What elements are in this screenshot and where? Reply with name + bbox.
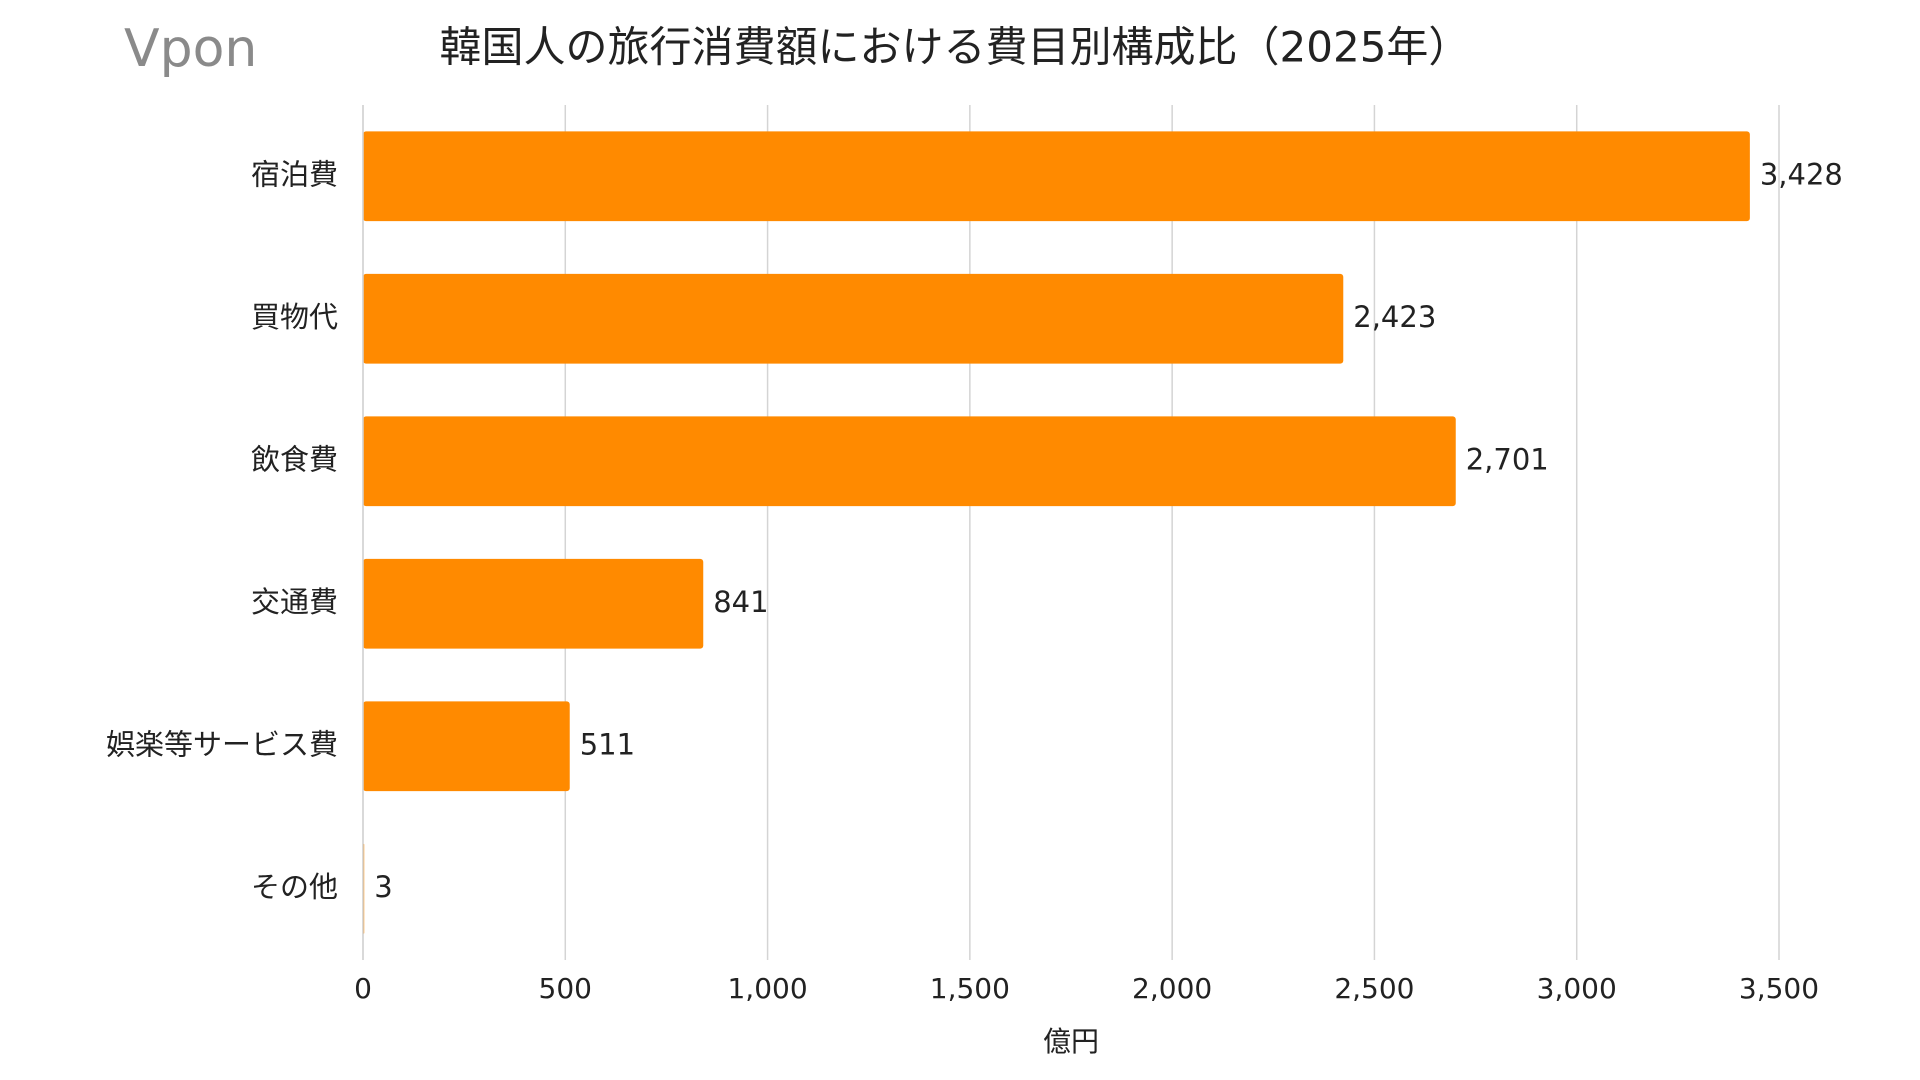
value-label: 3 bbox=[374, 870, 392, 904]
category-label: 交通費 bbox=[251, 585, 338, 619]
x-tick-label: 0 bbox=[354, 972, 372, 1005]
category-label: 飲食費 bbox=[251, 442, 338, 476]
x-tick-label: 2,500 bbox=[1334, 972, 1414, 1005]
x-tick-label: 2,000 bbox=[1132, 972, 1212, 1005]
value-label: 2,701 bbox=[1466, 442, 1549, 476]
x-axis-label: 億円 bbox=[1043, 1025, 1099, 1058]
bar bbox=[363, 416, 1456, 507]
category-label: 娯楽等サービス費 bbox=[106, 727, 338, 761]
bar bbox=[363, 131, 1750, 222]
value-label: 3,428 bbox=[1760, 157, 1843, 191]
x-tick-label: 1,000 bbox=[727, 972, 807, 1005]
bar bbox=[363, 273, 1344, 364]
brand-logo: Vpon bbox=[124, 19, 257, 79]
chart-title: 韓国人の旅行消費額における費目別構成比（2025年） bbox=[440, 23, 1471, 72]
value-label: 841 bbox=[713, 585, 768, 619]
x-tick-label: 3,500 bbox=[1739, 972, 1819, 1005]
category-label: その他 bbox=[251, 870, 338, 904]
x-tick-label: 3,000 bbox=[1537, 972, 1617, 1005]
value-label: 2,423 bbox=[1353, 300, 1436, 334]
bar bbox=[363, 558, 704, 649]
bar bbox=[363, 701, 570, 792]
category-label: 買物代 bbox=[251, 300, 338, 334]
value-label: 511 bbox=[580, 727, 635, 761]
x-tick-label: 1,500 bbox=[930, 972, 1010, 1005]
category-label: 宿泊費 bbox=[251, 157, 338, 191]
x-tick-label: 500 bbox=[539, 972, 592, 1005]
